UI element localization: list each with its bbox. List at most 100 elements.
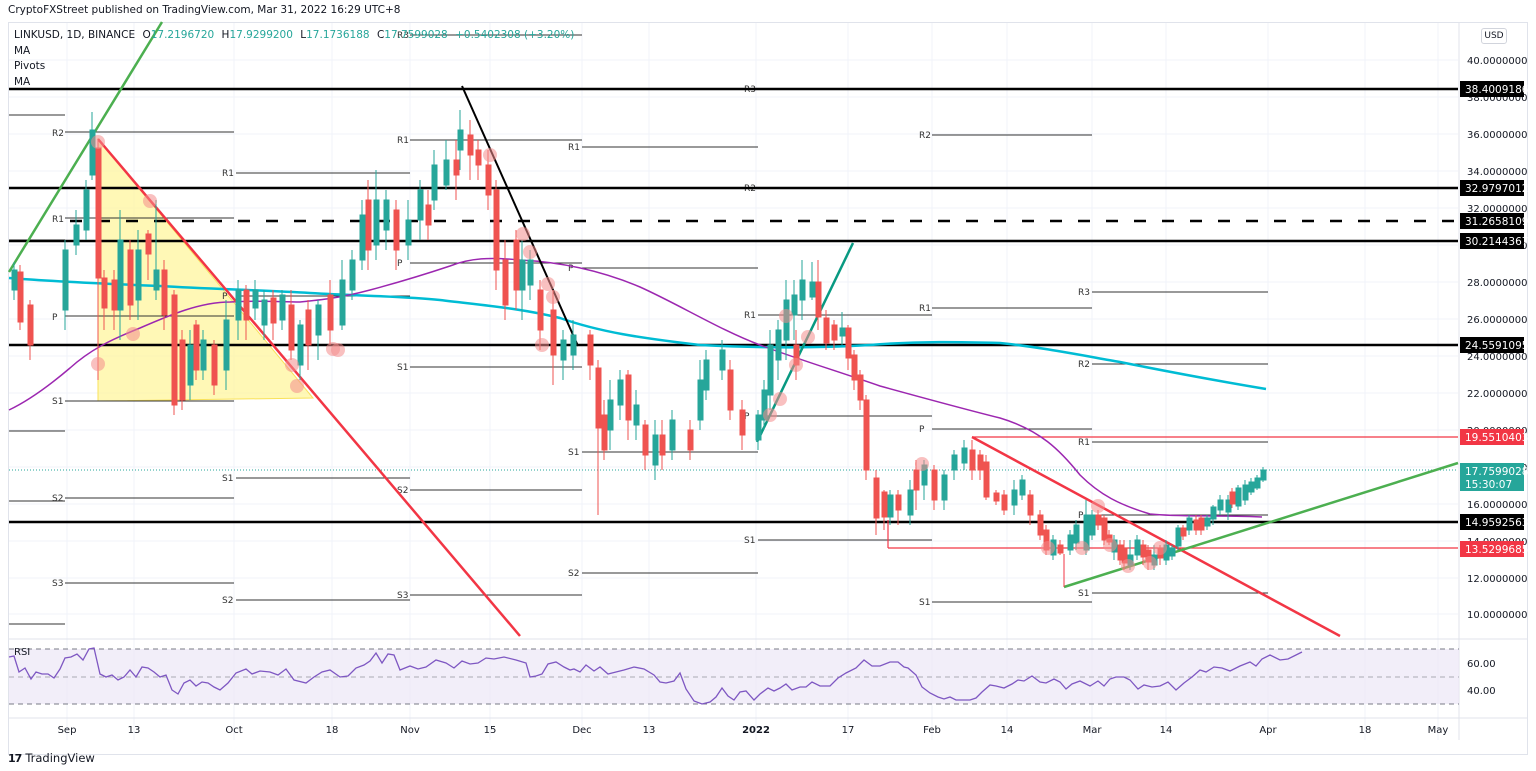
chart-frame [8,22,1528,755]
svg-text:14.9592563: 14.9592563 [1465,517,1528,529]
close-value: 17.7599028 [384,29,448,41]
svg-text:P: P [1078,511,1084,521]
svg-text:60.00: 60.00 [1467,659,1496,670]
svg-text:Oct: Oct [225,725,242,736]
tradingview-logo[interactable]: 17 TradingView [8,751,95,765]
svg-text:R1: R1 [397,136,409,146]
svg-text:24.5591095: 24.5591095 [1465,340,1528,352]
svg-text:R1: R1 [744,311,756,321]
svg-text:Nov: Nov [400,725,420,736]
indicator-pivots[interactable]: Pivots [14,60,46,72]
svg-text:S1: S1 [568,448,579,458]
svg-text:38.4009186: 38.4009186 [1465,84,1529,96]
svg-text:R1: R1 [919,304,931,314]
svg-text:17.7599028: 17.7599028 [1465,466,1528,478]
svg-text:May: May [1428,725,1449,736]
pivot-levels [9,34,1268,625]
candles [11,110,1267,570]
svg-text:P: P [52,313,58,323]
currency-button[interactable]: USD [1481,28,1507,44]
svg-text:26.0000000: 26.0000000 [1467,315,1527,326]
indicator-ma-2[interactable]: MA [14,75,31,88]
svg-text:32.0000000: 32.0000000 [1467,204,1527,215]
svg-text:S3: S3 [52,579,63,589]
svg-text:10.0000000: 10.0000000 [1467,610,1527,621]
svg-text:15:30:07: 15:30:07 [1465,479,1512,491]
svg-text:19.5510403: 19.5510403 [1465,432,1528,444]
ma-200-line [8,276,1267,391]
uptrend-line-sep [7,21,164,273]
tradingview-brand: TradingView [25,751,95,765]
svg-text:P: P [397,259,403,269]
svg-text:32.9797012: 32.9797012 [1465,183,1528,195]
indicator-ma-1[interactable]: MA [14,44,31,57]
downtrend-line-nov [461,85,579,347]
svg-text:P: P [568,264,574,274]
svg-text:S1: S1 [397,363,408,373]
svg-text:S1: S1 [222,474,233,484]
svg-text:30.2144367: 30.2144367 [1465,236,1528,248]
svg-text:S2: S2 [568,569,579,579]
ohlc-row: LINKUSD, 1D, BINANCE O17.2196720 H17.929… [14,29,575,41]
tradingview-logo-icon: 17 [8,751,22,765]
price-tags: 38.4009186 32.9797012 31.2658109 30.2144… [1460,81,1529,557]
svg-text:S1: S1 [744,536,755,546]
high-value: 17.9299200 [229,29,293,41]
chart-legend: LINKUSD, 1D, BINANCE O17.2196720 H17.929… [14,28,574,90]
svg-text:R1: R1 [222,169,234,179]
svg-text:S3: S3 [397,591,408,601]
svg-text:36.0000000: 36.0000000 [1467,130,1527,141]
svg-text:34.0000000: 34.0000000 [1467,167,1527,178]
svg-text:17: 17 [842,725,855,736]
svg-text:18: 18 [1359,725,1372,736]
svg-text:R1: R1 [1078,438,1090,448]
svg-text:13: 13 [643,725,656,736]
svg-text:S1: S1 [52,397,63,407]
rsi-label: RSI [14,647,30,658]
svg-text:R2: R2 [919,131,931,141]
svg-text:P: P [744,412,750,422]
svg-text:R3: R3 [397,31,409,41]
svg-text:S2: S2 [222,596,233,606]
touch-points [91,135,1167,573]
downtrend-line-triangle [97,138,521,637]
svg-text:R3: R3 [1078,288,1090,298]
svg-text:Sep: Sep [58,725,77,736]
svg-text:15: 15 [484,725,497,736]
svg-text:40.00: 40.00 [1467,686,1496,697]
svg-text:Apr: Apr [1259,725,1277,736]
open-value: 17.2196720 [150,29,215,41]
svg-text:31.2658109: 31.2658109 [1465,216,1528,228]
ma-50-line [8,257,1263,518]
low-value: 17.1736188 [306,29,370,41]
svg-text:24.0000000: 24.0000000 [1467,352,1527,363]
change-value: +0.5402308 (+3.20%) [455,29,575,41]
rsi-pane: RSI 60.00 40.00 [8,647,1496,705]
svg-text:S2: S2 [397,486,408,496]
symbol-label[interactable]: LINKUSD, 1D, BINANCE [14,29,136,41]
svg-text:Dec: Dec [572,725,591,736]
svg-text:Mar: Mar [1083,725,1103,736]
key-levels [9,87,1458,549]
svg-text:P: P [919,425,925,435]
svg-text:S1: S1 [1078,589,1089,599]
svg-text:22.0000000: 22.0000000 [1467,389,1527,400]
svg-text:28.0000000: 28.0000000 [1467,278,1527,289]
svg-text:16.0000000: 16.0000000 [1467,500,1527,511]
svg-text:P: P [222,292,228,302]
svg-text:38.0000000: 38.0000000 [1467,93,1527,104]
svg-text:13.5299685: 13.5299685 [1465,544,1528,556]
publisher-caption: CryptoFXStreet published on TradingView.… [8,4,401,16]
downtrend-line-feb [971,435,1341,638]
svg-text:12.0000000: 12.0000000 [1467,574,1527,585]
svg-text:R1: R1 [52,215,64,225]
svg-text:Feb: Feb [923,725,941,736]
svg-text:14: 14 [1001,725,1014,736]
time-axis-labels: Sep 13 Oct 18 Nov 15 Dec 13 2022 17 Feb … [58,725,1449,736]
svg-text:R2: R2 [52,129,64,139]
svg-text:40.0000000: 40.0000000 [1467,56,1527,67]
rsi-line [8,647,1303,705]
svg-text:S2: S2 [52,494,63,504]
svg-text:S1: S1 [919,598,930,608]
